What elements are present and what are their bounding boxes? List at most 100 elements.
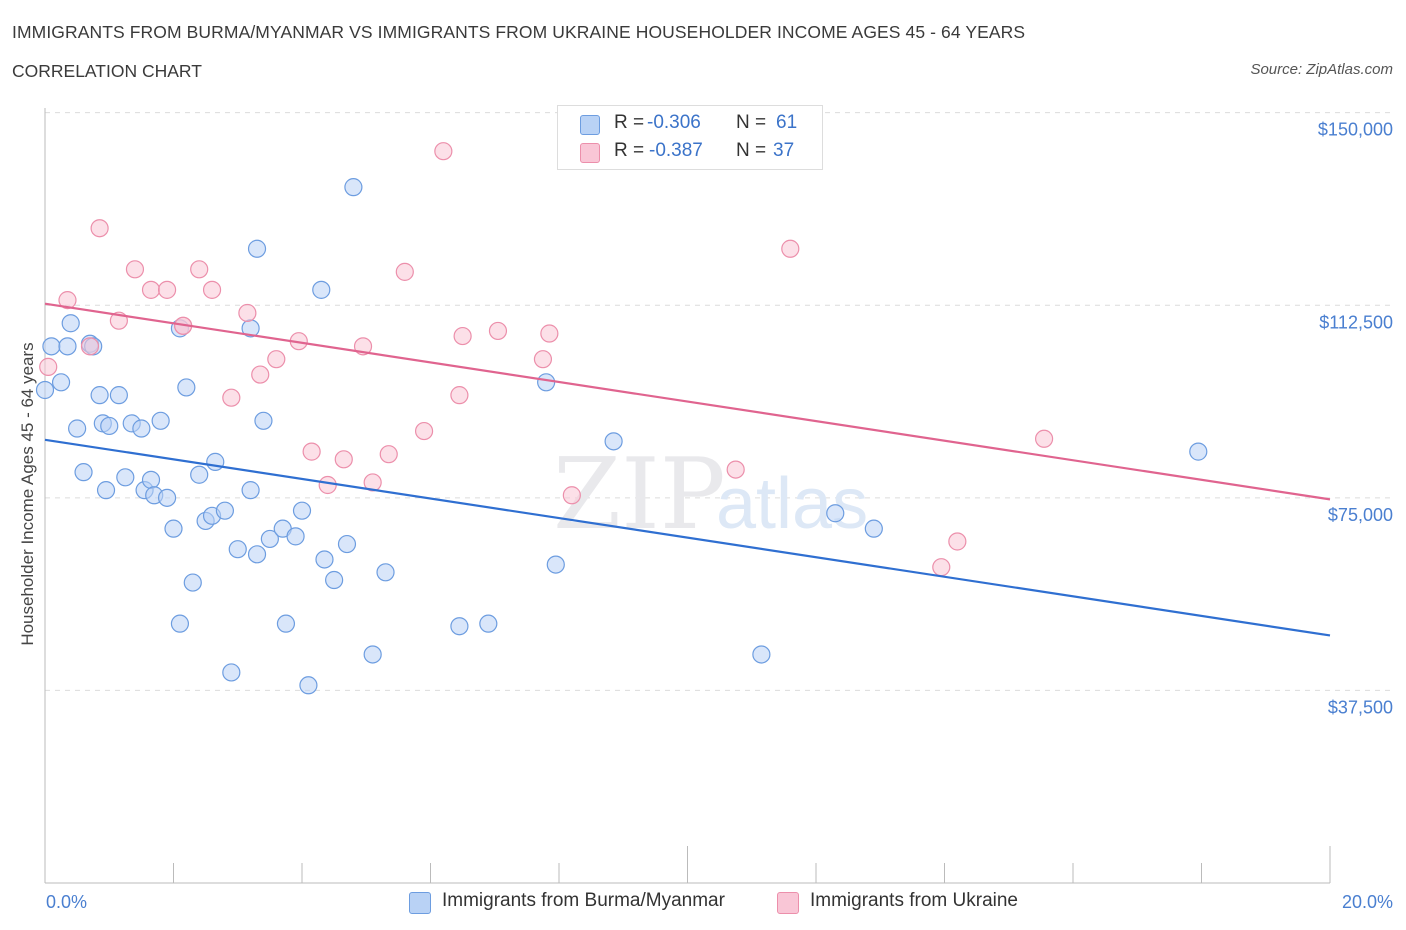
data-point [260, 529, 279, 549]
axes [44, 108, 1331, 884]
data-point [90, 386, 109, 405]
source-label: Source: ZipAtlas.com [1250, 61, 1393, 78]
y-tick-label: $75,000 [1328, 505, 1393, 525]
data-point [222, 663, 241, 682]
data-point [1189, 442, 1208, 461]
data-point [157, 488, 177, 507]
data-point [337, 534, 357, 554]
data-point [51, 373, 71, 392]
legend-n-value: 37 [773, 140, 795, 161]
data-point [251, 365, 270, 384]
data-point [125, 260, 145, 279]
data-point [488, 321, 508, 341]
data-point [247, 545, 267, 564]
data-point [151, 411, 170, 430]
y-tick-label: $150,000 [1318, 120, 1393, 140]
legend-r-value: -0.306 [647, 112, 701, 133]
data-point [864, 519, 883, 538]
x-tick-label: 20.0% [1342, 892, 1393, 912]
data-point [164, 519, 183, 538]
data-point [190, 465, 209, 484]
data-point [58, 337, 77, 356]
y-tick-label: $37,500 [1328, 697, 1393, 717]
gridlines [45, 112, 1393, 691]
x-tick-labels: 0.0% 20.0% [46, 892, 1393, 912]
data-point [177, 378, 196, 397]
data-point [35, 380, 55, 400]
data-point [533, 350, 553, 369]
stats-legend: R = -0.306 N = 61 R = -0.387 N = 37 [557, 105, 823, 170]
y-tick-labels: $150,000 $112,500 $75,000 $37,500 [1318, 120, 1393, 718]
data-point [562, 486, 581, 505]
data-point [206, 452, 225, 471]
chart-subtitle: CORRELATION CHART [12, 61, 202, 81]
data-point [157, 280, 177, 299]
data-point [540, 324, 559, 343]
data-point [132, 419, 151, 438]
data-point [299, 676, 318, 695]
data-point [96, 481, 116, 500]
data-point [215, 501, 234, 520]
trend-lines [44, 302, 1331, 637]
data-point [241, 481, 260, 500]
data-point [453, 326, 472, 346]
y-axis-label: Householder Income Ages 45 - 64 years [18, 342, 37, 645]
chart-title: IMMIGRANTS FROM BURMA/MYANMAR VS IMMIGRA… [12, 22, 1026, 42]
data-point [414, 421, 434, 441]
bottom-legend-label-burma: Immigrants from Burma/Myanmar [442, 890, 725, 911]
y-tick-label: $112,500 [1319, 312, 1393, 332]
trend-line-ukraine [44, 302, 1331, 501]
trend-line-burma [44, 438, 1331, 637]
data-point [434, 142, 453, 161]
data-point [363, 645, 382, 664]
data-point [302, 442, 321, 461]
watermark-zip: ZIP [553, 438, 726, 552]
data-point [109, 386, 128, 405]
data-point [74, 463, 93, 482]
data-point [183, 573, 202, 592]
data-point [80, 337, 100, 356]
data-point [932, 558, 951, 577]
watermark: ZIP atlas [553, 438, 868, 552]
data-point [141, 470, 161, 489]
data-point [267, 350, 286, 369]
data-point [826, 504, 845, 523]
data-point [752, 645, 771, 664]
data-point [61, 314, 80, 333]
data-point [376, 563, 395, 582]
data-point [247, 239, 267, 258]
bottom-legend-swatch-ukraine [777, 892, 799, 914]
data-point [276, 614, 296, 633]
data-point [116, 468, 135, 487]
data-point [546, 555, 565, 574]
data-point [254, 411, 273, 430]
data-point [1034, 429, 1054, 448]
legend-r-label: R = [614, 140, 645, 161]
data-point [781, 239, 800, 258]
data-point [312, 280, 331, 299]
data-point [537, 373, 556, 392]
data-point [100, 416, 119, 436]
legend-n-value: 61 [776, 112, 798, 133]
data-point [450, 617, 469, 636]
data-point [479, 614, 498, 633]
data-point [450, 386, 469, 405]
data-point [222, 388, 241, 407]
data-point [42, 337, 61, 356]
x-tick-label: 0.0% [46, 892, 87, 912]
legend-r-label: R = [614, 112, 645, 133]
bottom-legend-swatch-burma [409, 892, 431, 914]
data-point [170, 614, 190, 633]
bottom-legend-label-ukraine: Immigrants from Ukraine [810, 890, 1018, 911]
data-point [334, 450, 353, 469]
data-point [325, 570, 344, 590]
data-point [39, 357, 58, 376]
data-point [58, 291, 77, 310]
legend-n-label: N = [736, 112, 767, 133]
data-point [318, 475, 337, 495]
data-point [726, 460, 745, 479]
data-point [90, 219, 109, 238]
data-point [238, 303, 257, 323]
data-point [286, 527, 305, 546]
data-point [395, 262, 414, 281]
